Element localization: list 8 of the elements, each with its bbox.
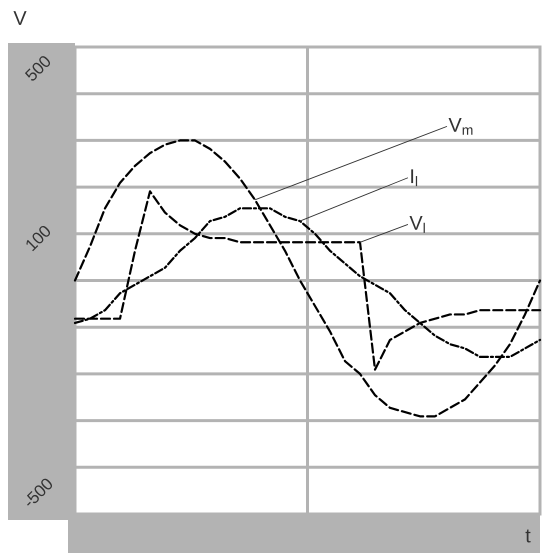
y-tick-label: -500 (26, 478, 52, 506)
y-tick-label: 500 (24, 56, 50, 81)
y-axis-title: V (13, 11, 27, 25)
text: V$_{l}$ (409, 216, 425, 233)
y-tick-label: 100 (26, 226, 50, 252)
x-axis-title: t (526, 529, 531, 543)
text: V$_{m}$ (448, 118, 472, 135)
text: I$_{l}$ (411, 169, 418, 186)
